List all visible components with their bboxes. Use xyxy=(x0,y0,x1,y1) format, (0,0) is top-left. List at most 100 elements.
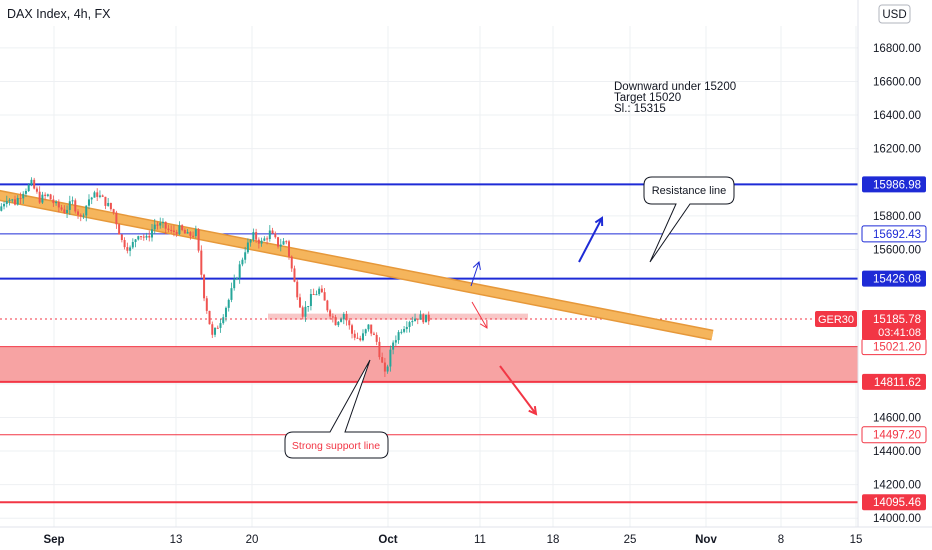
y-axis[interactable]: 16800.00 16600.00 16400.00 16200.00 15800.00… xyxy=(815,0,932,550)
candle-body xyxy=(142,236,145,238)
candle-body xyxy=(342,314,345,320)
candle xyxy=(93,190,96,198)
candle-body xyxy=(222,317,225,324)
candle xyxy=(425,314,427,323)
candle-body xyxy=(68,201,71,210)
candle xyxy=(400,329,403,335)
support-callout-text: Strong support line xyxy=(292,440,380,452)
resistance-trendline[interactable] xyxy=(0,191,714,340)
candle xyxy=(403,325,406,334)
candle-body xyxy=(285,241,288,243)
price-level-tag-text: 15426.08 xyxy=(873,274,921,286)
candle-body xyxy=(361,333,364,341)
candle-body xyxy=(55,201,58,204)
candle-body xyxy=(246,242,249,253)
candle xyxy=(145,232,148,241)
price-level-tag[interactable]: 14095.46 xyxy=(862,494,926,511)
candle xyxy=(46,193,49,198)
candle xyxy=(153,218,156,235)
candle xyxy=(427,311,430,325)
candle-body xyxy=(288,241,290,257)
candle-body xyxy=(397,332,400,341)
candle xyxy=(129,245,132,257)
candle xyxy=(312,288,315,296)
callouts-layer: Resistance line Strong support line xyxy=(284,176,735,459)
current-price-value: 15185.78 xyxy=(873,314,921,326)
candle xyxy=(11,198,14,203)
candle xyxy=(104,196,107,210)
candle-body xyxy=(290,256,293,269)
candle-body xyxy=(181,225,184,231)
price-level-tag[interactable]: 15986.98 xyxy=(862,176,926,193)
candle xyxy=(22,191,25,204)
candle-body xyxy=(323,292,326,301)
candle xyxy=(337,321,340,328)
candle-body xyxy=(334,316,337,326)
candle xyxy=(367,324,370,332)
price-level-tag[interactable]: 15021.20 xyxy=(861,338,927,356)
candle xyxy=(60,204,63,212)
candle xyxy=(211,321,214,339)
candle xyxy=(326,299,329,313)
candle xyxy=(238,260,241,284)
candle-body xyxy=(175,231,178,235)
candle-body xyxy=(30,179,33,185)
candle xyxy=(353,330,356,341)
candle xyxy=(419,310,422,320)
candle-body xyxy=(77,211,80,215)
candle-body xyxy=(16,197,19,205)
candle-body xyxy=(416,318,419,320)
candle-body xyxy=(159,222,162,226)
candle xyxy=(167,224,170,233)
candle-body xyxy=(3,203,6,207)
price-level-tag-text: 14811.62 xyxy=(874,377,921,389)
x-axis[interactable]: Sep 13 20 Oct 11 18 25 Nov 8 15 xyxy=(0,526,932,550)
currency-button[interactable]: USD xyxy=(878,4,911,24)
candle-body xyxy=(24,191,27,194)
candle xyxy=(277,236,280,249)
candle-body xyxy=(372,333,375,335)
price-level-tag[interactable]: 15692.43 xyxy=(861,225,927,243)
candle-body xyxy=(63,209,66,214)
breakout-up-arrow xyxy=(578,217,603,263)
candle xyxy=(340,317,343,323)
candle xyxy=(183,228,186,234)
candle-body xyxy=(414,318,417,322)
candle xyxy=(304,301,307,322)
candle xyxy=(109,202,112,211)
candle-body xyxy=(170,229,173,231)
price-level-tag-text: 14497.20 xyxy=(873,430,921,442)
candle xyxy=(126,242,129,254)
candle xyxy=(79,213,82,222)
currency-button-frame xyxy=(878,4,911,24)
candle-body xyxy=(66,209,69,214)
candle-body xyxy=(274,233,277,238)
candle xyxy=(87,194,90,210)
candle-body xyxy=(151,229,153,238)
small-down-arrow-head xyxy=(479,319,488,329)
candle xyxy=(38,186,41,204)
price-level-tag-bg xyxy=(861,426,927,444)
candle-body xyxy=(266,238,269,240)
candle xyxy=(274,231,277,239)
candle xyxy=(255,228,258,243)
y-tick-label: 14000.00 xyxy=(873,513,921,525)
small-down-arrow xyxy=(471,301,488,329)
candle xyxy=(361,329,364,342)
candle-body xyxy=(370,324,373,334)
price-level-tag[interactable]: 15426.08 xyxy=(862,270,926,287)
candle-body xyxy=(351,325,354,334)
candle xyxy=(408,320,411,333)
candle-body xyxy=(345,314,348,321)
candle-body xyxy=(120,234,123,240)
candle-body xyxy=(364,329,367,334)
candle xyxy=(74,198,77,214)
candle xyxy=(392,340,395,355)
candle xyxy=(224,306,227,322)
price-level-tag[interactable]: 14497.20 xyxy=(861,426,927,444)
candle xyxy=(235,276,238,281)
candle-body xyxy=(255,232,258,240)
price-level-tag[interactable]: 14811.62 xyxy=(862,373,926,390)
